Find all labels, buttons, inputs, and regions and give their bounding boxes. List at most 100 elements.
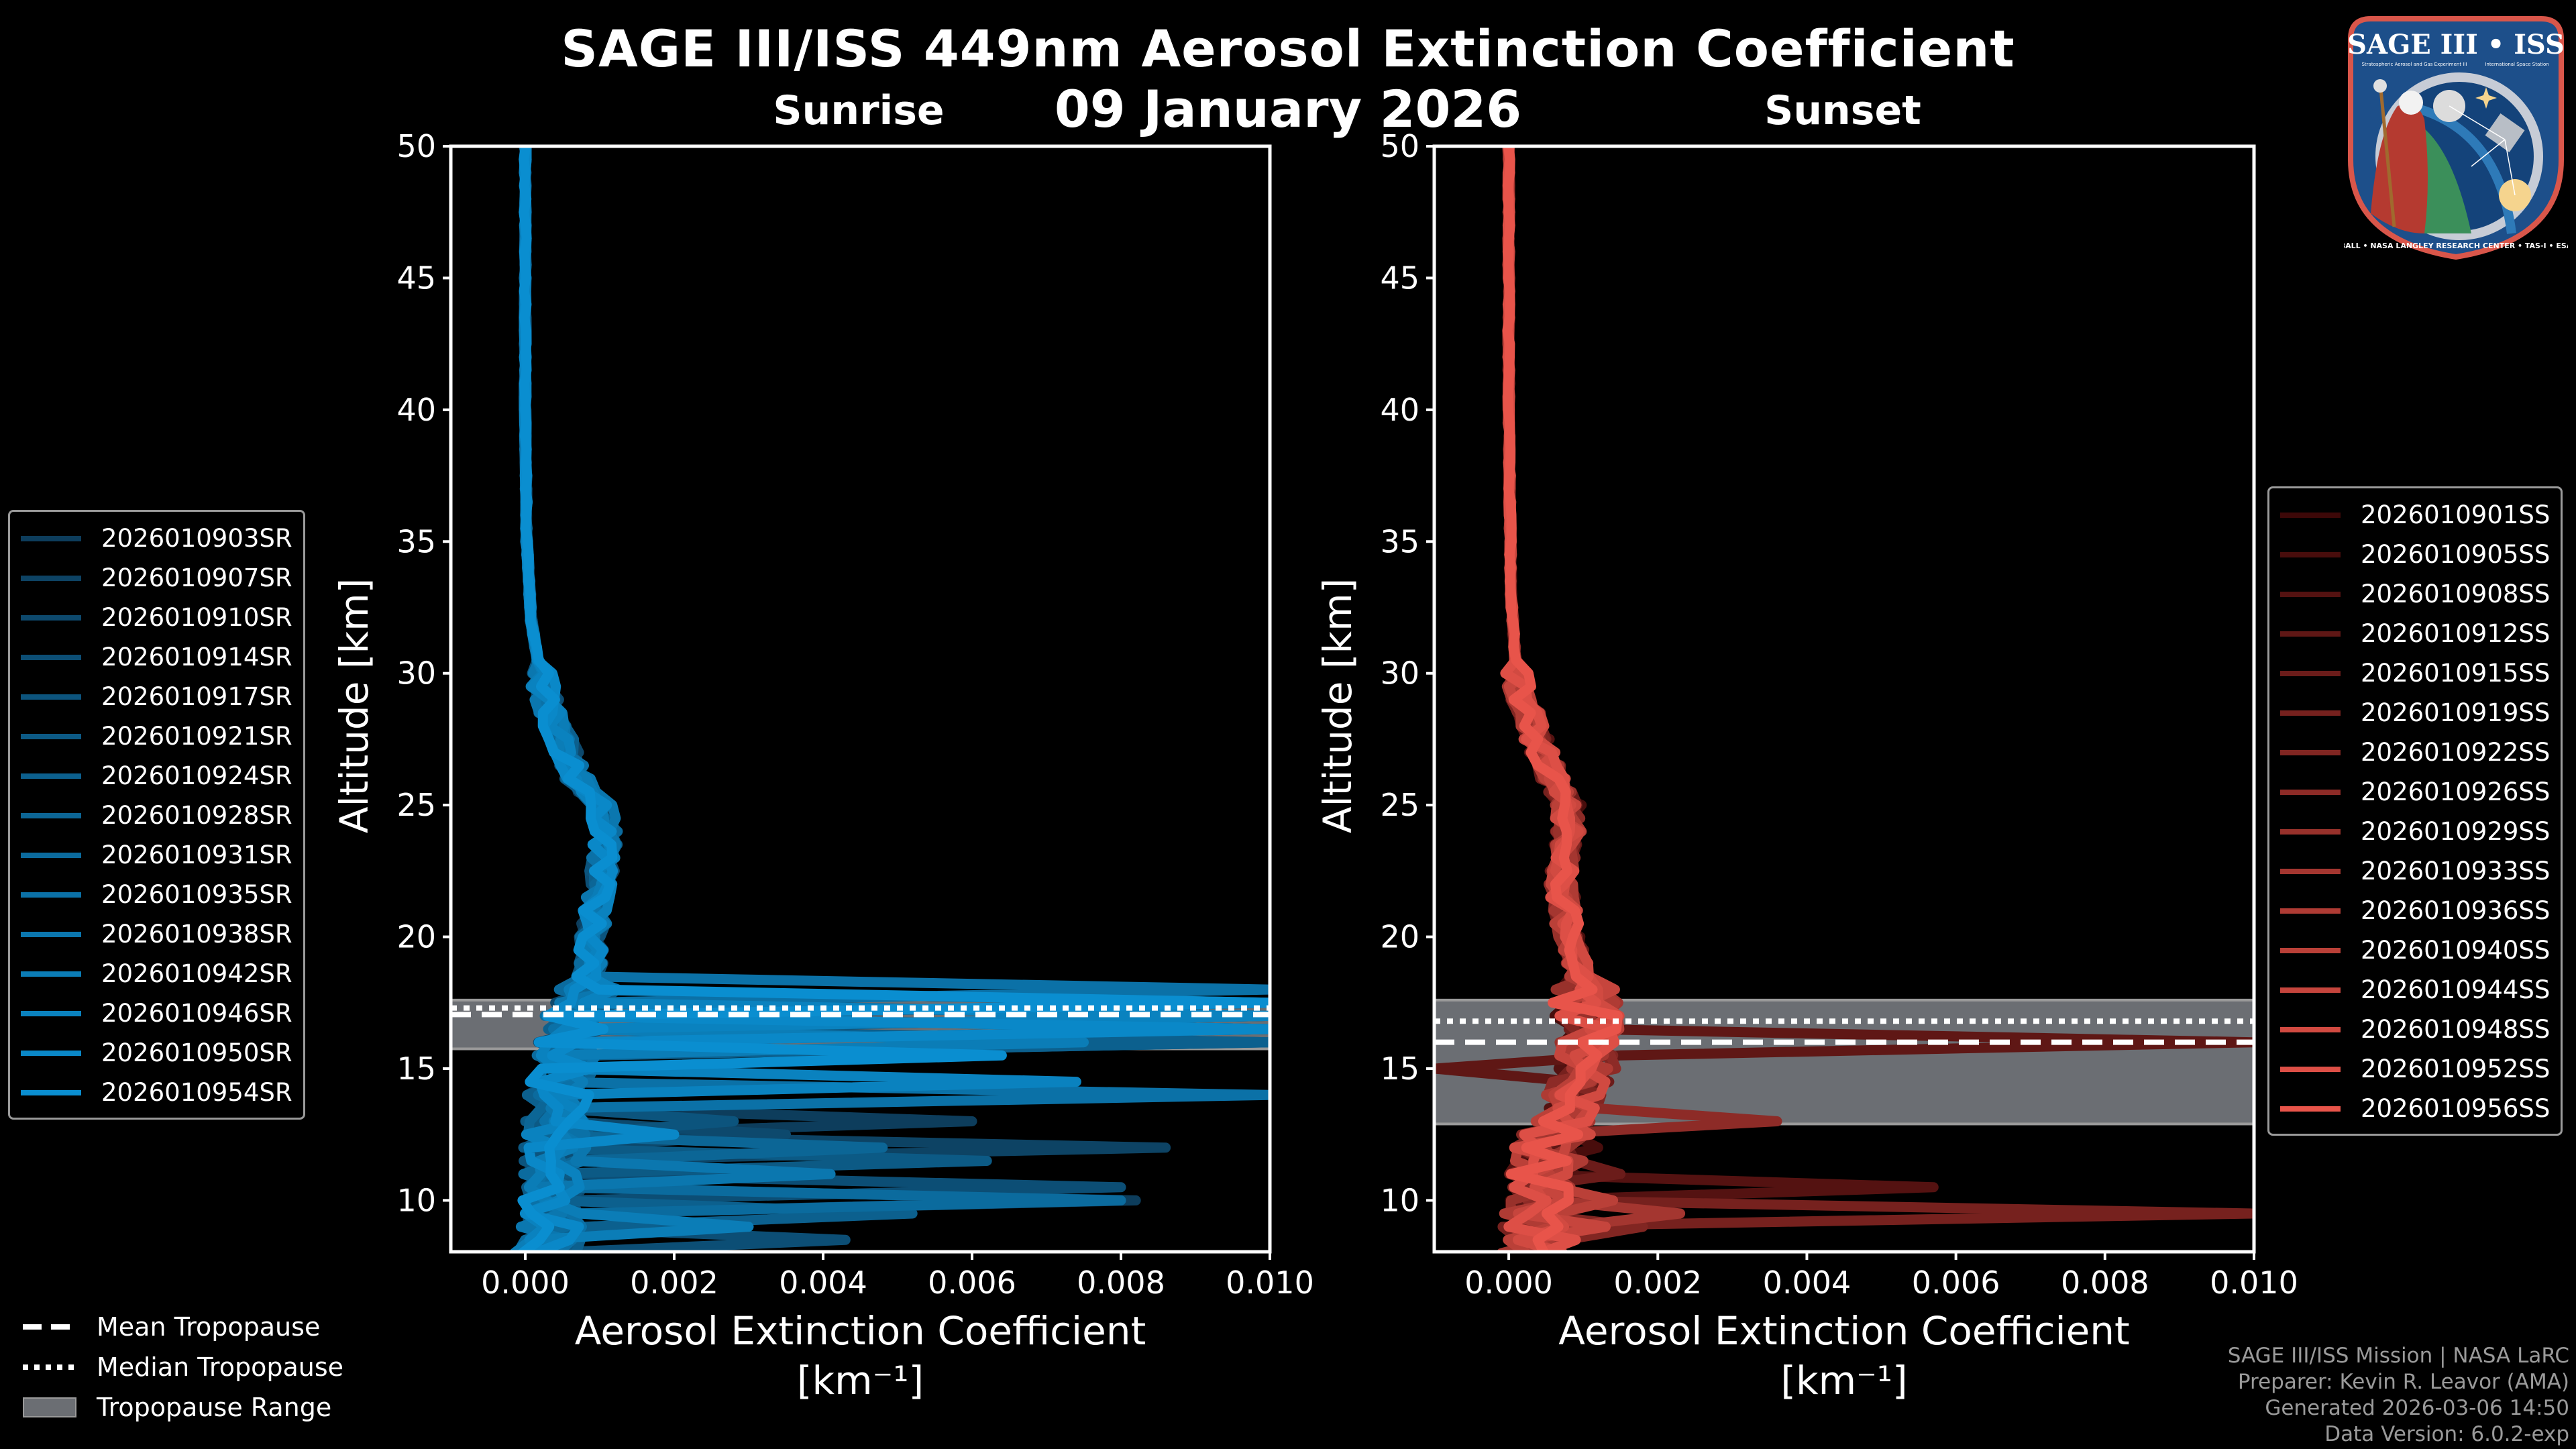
legend-item: 2026010926SS xyxy=(2280,772,2550,812)
x-tick-label: 0.006 xyxy=(1912,1265,2000,1301)
footer-generated: Generated 2026-03-06 14:50 xyxy=(2265,1396,2569,1420)
y-tick-label: 20 xyxy=(1380,919,1419,955)
legend-item: 2026010954SR xyxy=(21,1073,292,1112)
legend-swatch xyxy=(2280,789,2341,795)
chart-title: SAGE III/ISS 449nm Aerosol Extinction Co… xyxy=(561,19,2015,78)
x-axis-units: [km⁻¹] xyxy=(797,1358,924,1403)
legend-swatch xyxy=(2280,868,2341,874)
legend-label: 2026010919SS xyxy=(2361,698,2551,727)
plot-area xyxy=(1434,146,2254,1252)
legend-item: 2026010910SR xyxy=(21,598,292,637)
legend-label: 2026010944SS xyxy=(2361,975,2551,1004)
legend-sunset: 2026010901SS 2026010905SS 2026010908SS 2026… xyxy=(2267,486,2563,1136)
x-tick-label: 0.000 xyxy=(481,1265,570,1301)
panel-sunset: 10 15 20 25 30 35 40 45 50 0.000 0.002 0.004 0.006 0.… xyxy=(1315,128,2298,1403)
y-tick-label: 30 xyxy=(1380,655,1419,692)
legend-swatch xyxy=(2280,1026,2341,1032)
legend-label: 2026010929SS xyxy=(2361,817,2551,846)
x-axis-units: [km⁻¹] xyxy=(1780,1358,1907,1403)
y-tick-label: 35 xyxy=(396,523,436,559)
logo-subtitle-left: Stratospheric Aerosol and Gas Experiment… xyxy=(2361,62,2467,67)
legend-item: 2026010919SS xyxy=(2280,693,2550,733)
legend-label: 2026010946SR xyxy=(101,999,292,1028)
legend-item: 2026010946SR xyxy=(21,994,292,1033)
legend-item: 2026010942SR xyxy=(21,954,292,994)
legend-swatch xyxy=(21,812,81,818)
y-tick-label: 40 xyxy=(1380,392,1419,428)
tropopause-key-legend: Mean Tropopause Median Tropopause Tropop… xyxy=(23,1307,343,1428)
y-tick-label: 30 xyxy=(396,655,436,692)
legend-swatch xyxy=(2280,551,2341,557)
legend-swatch xyxy=(2280,1066,2341,1072)
legend-swatch xyxy=(2280,828,2341,835)
legend-item: 2026010905SS xyxy=(2280,535,2550,574)
y-tick-label: 25 xyxy=(396,787,436,823)
y-tick-label: 45 xyxy=(1380,260,1419,296)
legend-item: 2026010914SR xyxy=(21,637,292,677)
legend-label: 2026010903SR xyxy=(101,524,292,553)
legend-item: 2026010915SS xyxy=(2280,653,2550,693)
logo-title: SAGE III • ISS xyxy=(2347,29,2565,60)
axes-frame xyxy=(1432,144,2256,1254)
legend-label: 2026010954SR xyxy=(101,1078,292,1107)
legend-label: 2026010910SR xyxy=(101,603,292,632)
x-axis-label: Aerosol Extinction Coefficient xyxy=(575,1308,1146,1354)
legend-item: 2026010933SS xyxy=(2280,851,2550,891)
x-tick-label: 0.002 xyxy=(630,1265,718,1301)
legend-swatch xyxy=(21,892,81,898)
legend-swatch xyxy=(21,654,81,660)
range-patch-icon xyxy=(23,1397,76,1417)
x-tick-label: 0.008 xyxy=(1077,1265,1165,1301)
axes-frame xyxy=(449,144,1272,1254)
legend-label: 2026010924SR xyxy=(101,761,292,790)
profile-line-2026010954SR xyxy=(517,146,1270,1252)
legend-item: 2026010907SR xyxy=(21,558,292,598)
y-tick-label: 20 xyxy=(396,919,436,955)
legend-label: 2026010931SR xyxy=(101,841,292,869)
legend-item: 2026010936SS xyxy=(2280,891,2550,930)
legend-label: 2026010915SS xyxy=(2361,659,2551,688)
legend-item: 2026010908SS xyxy=(2280,574,2550,614)
footer-mission: SAGE III/ISS Mission | NASA LaRC xyxy=(2227,1344,2569,1368)
legend-item: 2026010956SS xyxy=(2280,1089,2550,1128)
legend-swatch xyxy=(21,1010,81,1016)
legend-label: 2026010956SS xyxy=(2361,1094,2551,1123)
legend-label: 2026010912SS xyxy=(2361,619,2551,648)
legend-label: 2026010952SS xyxy=(2361,1055,2551,1083)
profile-line-2026010956SS xyxy=(1502,146,1623,1252)
dotted-line-icon xyxy=(23,1357,76,1377)
legend-item: 2026010935SR xyxy=(21,875,292,914)
legend-item: 2026010921SR xyxy=(21,716,292,756)
legend-swatch xyxy=(2280,908,2341,914)
y-tick-label: 50 xyxy=(1380,128,1419,164)
legend-swatch xyxy=(2280,749,2341,755)
legend-item: 2026010944SS xyxy=(2280,970,2550,1010)
legend-label: 2026010938SR xyxy=(101,920,292,949)
y-tick-label: 45 xyxy=(396,260,436,296)
legend-label: 2026010940SS xyxy=(2361,936,2551,965)
key-label: Tropopause Range xyxy=(97,1393,332,1422)
legend-swatch xyxy=(21,1089,81,1095)
legend-swatch xyxy=(21,575,81,581)
legend-item: 2026010928SR xyxy=(21,796,292,835)
legend-swatch xyxy=(2280,670,2341,676)
legend-swatch xyxy=(2280,947,2341,953)
footer-credits: SAGE III/ISS Mission | NASA LaRC Prepare… xyxy=(2228,1343,2569,1448)
legend-item: 2026010931SR xyxy=(21,835,292,875)
legend-item: 2026010940SS xyxy=(2280,930,2550,970)
y-axis-label: Altitude [km] xyxy=(1315,578,1360,833)
plot-area xyxy=(451,146,1270,1252)
legend-swatch xyxy=(2280,512,2341,518)
chart-date: 09 January 2026 xyxy=(1054,79,1522,139)
legend-label: 2026010908SS xyxy=(2361,580,2551,608)
legend-label: 2026010933SS xyxy=(2361,857,2551,885)
x-axis-label: Aerosol Extinction Coefficient xyxy=(1558,1308,2130,1354)
y-tick-label: 15 xyxy=(396,1051,436,1087)
panel-title-sunset: Sunset xyxy=(1764,87,1921,134)
legend-label: 2026010921SR xyxy=(101,722,292,751)
legend-label: 2026010917SR xyxy=(101,682,292,711)
legend-item: 2026010924SR xyxy=(21,756,292,796)
legend-label: 2026010948SS xyxy=(2361,1015,2551,1044)
key-median-tropopause: Median Tropopause xyxy=(23,1347,343,1387)
legend-label: 2026010936SS xyxy=(2361,896,2551,925)
